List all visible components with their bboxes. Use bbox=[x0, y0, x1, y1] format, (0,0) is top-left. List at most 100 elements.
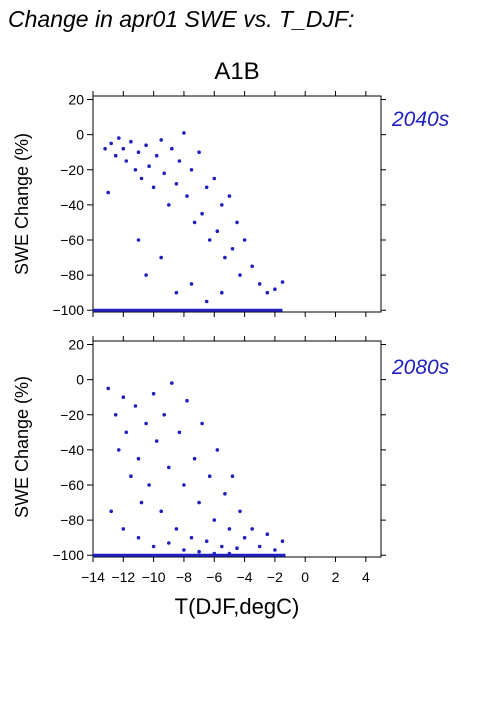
data-point bbox=[151, 544, 156, 549]
data-point bbox=[207, 474, 212, 479]
plot-frame bbox=[92, 340, 382, 558]
x-tick-label: −6 bbox=[206, 569, 222, 585]
data-point bbox=[109, 509, 113, 514]
y-tick-label: −100 bbox=[52, 547, 84, 563]
data-point bbox=[121, 527, 126, 531]
data-point bbox=[204, 299, 209, 304]
data-point bbox=[220, 544, 224, 549]
x-tick-label: −10 bbox=[142, 569, 166, 585]
x-tick-labels: −14 −12 −10 −8 −6 −4 −2 0 2 4 bbox=[81, 336, 370, 585]
data-point bbox=[220, 290, 224, 295]
data-point bbox=[167, 465, 171, 470]
data-point bbox=[159, 138, 163, 142]
data-point bbox=[265, 290, 270, 295]
data-point bbox=[136, 150, 141, 154]
data-point bbox=[167, 541, 171, 545]
data-point bbox=[170, 381, 174, 385]
data-point bbox=[147, 483, 151, 487]
x-tick-label: −14 bbox=[81, 569, 105, 585]
data-point bbox=[151, 185, 156, 190]
panel-label: 2080s bbox=[391, 356, 450, 379]
plot-frame bbox=[92, 95, 382, 313]
data-point bbox=[151, 391, 156, 396]
data-point bbox=[189, 168, 194, 172]
data-point bbox=[139, 176, 144, 181]
data-point bbox=[154, 439, 159, 443]
y-tick-label: 20 bbox=[68, 337, 84, 353]
data-point bbox=[124, 430, 129, 435]
data-point bbox=[230, 247, 235, 251]
data-point bbox=[227, 194, 232, 198]
data-point bbox=[109, 141, 113, 146]
data-point bbox=[235, 220, 239, 225]
data-point bbox=[170, 146, 174, 151]
data-point bbox=[113, 153, 118, 158]
data-point bbox=[147, 164, 151, 168]
data-point bbox=[220, 203, 224, 207]
data-point bbox=[212, 518, 217, 522]
data-point bbox=[223, 492, 227, 496]
data-point bbox=[162, 413, 166, 417]
x-tick-labels bbox=[92, 91, 367, 317]
y-axis-label: SWE Change (%) bbox=[12, 133, 32, 275]
data-point bbox=[238, 509, 242, 514]
y-tick-label: −40 bbox=[60, 197, 84, 213]
data-point bbox=[136, 456, 141, 461]
data-point bbox=[121, 395, 126, 400]
data-point bbox=[200, 211, 204, 216]
data-point bbox=[215, 229, 220, 233]
data-point bbox=[167, 203, 171, 207]
data-point bbox=[273, 287, 277, 292]
scatter-points bbox=[93, 381, 286, 557]
data-point bbox=[124, 159, 129, 163]
x-tick-label: 4 bbox=[362, 569, 370, 585]
data-point bbox=[174, 182, 179, 186]
y-tick-label: −100 bbox=[52, 302, 84, 318]
data-point bbox=[136, 535, 141, 540]
data-point bbox=[174, 290, 179, 295]
y-tick-labels: 20 0 −20 −40 −60 −80 −100 bbox=[52, 92, 386, 318]
x-tick-label: −4 bbox=[237, 569, 253, 585]
data-point bbox=[144, 421, 148, 426]
data-point bbox=[200, 421, 204, 426]
data-point bbox=[280, 539, 285, 543]
y-tick-label: 20 bbox=[68, 92, 84, 108]
data-point bbox=[113, 413, 118, 417]
data-point bbox=[182, 483, 186, 487]
data-point bbox=[117, 448, 121, 452]
data-point bbox=[204, 185, 209, 190]
y-tick-label: −60 bbox=[60, 232, 84, 248]
scenario-title: A1B bbox=[214, 58, 259, 85]
data-point bbox=[136, 238, 141, 242]
data-point bbox=[106, 386, 110, 391]
data-point bbox=[223, 255, 227, 260]
x-tick-label: 2 bbox=[332, 569, 340, 585]
data-point bbox=[103, 146, 107, 151]
y-tick-labels: 20 0 −20 −40 −60 −80 −100 bbox=[52, 337, 386, 563]
data-point bbox=[189, 282, 194, 286]
data-point bbox=[227, 527, 232, 531]
scatter-points bbox=[93, 131, 285, 312]
data-point bbox=[250, 264, 254, 269]
data-point bbox=[250, 527, 254, 531]
y-tick-label: −60 bbox=[60, 477, 84, 493]
data-point bbox=[177, 430, 182, 435]
data-point bbox=[144, 143, 148, 147]
data-point bbox=[182, 548, 186, 552]
data-point bbox=[177, 159, 182, 163]
data-point bbox=[230, 474, 235, 479]
panel-2080s: 200−20−40−60−80−100 −14 −12 −10 −8 −6 −4 −2 0 2 4… bbox=[12, 336, 450, 585]
data-point bbox=[121, 146, 126, 151]
data-point bbox=[235, 546, 239, 550]
data-point bbox=[207, 238, 212, 242]
data-point bbox=[215, 448, 220, 452]
data-point bbox=[154, 153, 159, 158]
data-point bbox=[133, 168, 138, 172]
panel-2040s: 20 0 −20 −40 −60 −80 −100 SWE Change (%) 2040s bbox=[12, 91, 450, 318]
data-point bbox=[257, 282, 262, 286]
data-point bbox=[159, 509, 163, 514]
data-point bbox=[174, 527, 179, 531]
data-point bbox=[144, 273, 148, 277]
data-point bbox=[159, 255, 163, 260]
